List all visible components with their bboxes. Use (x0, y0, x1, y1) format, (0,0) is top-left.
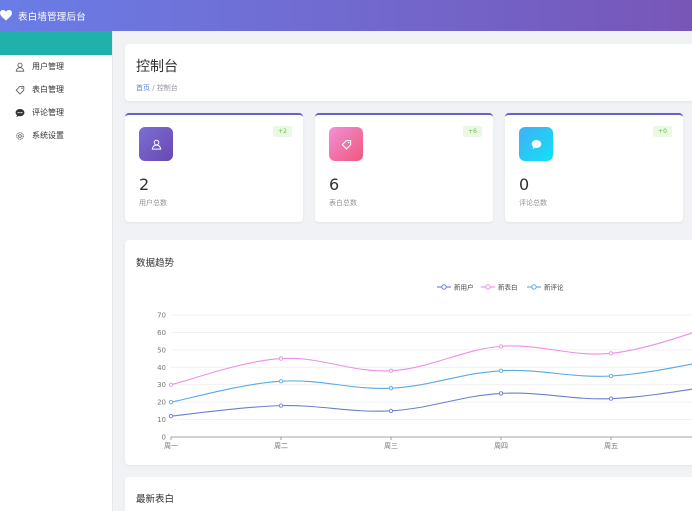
sidebar-item-label: 评论管理 (32, 108, 64, 117)
trend-chart: 010203040506070周一周二周三周四周五周六新用户新表白新评论 (157, 283, 692, 450)
series-line (170, 388, 692, 417)
stat-label: 表白总数 (329, 199, 357, 207)
chat-icon (15, 108, 25, 118)
data-point (608, 351, 614, 356)
sidebar-item-dashboard[interactable] (0, 31, 112, 55)
stat-value: 0 (519, 175, 530, 194)
stat-value: 2 (139, 175, 150, 194)
legend-swatch-marker (441, 284, 447, 290)
page-title: 控制台 (136, 59, 178, 75)
x-tick-label: 周三 (384, 442, 398, 450)
sidebar-item-label: 表白管理 (32, 85, 64, 94)
y-tick-label: 10 (157, 416, 166, 424)
stat-label: 用户总数 (139, 199, 167, 207)
data-point (388, 368, 394, 373)
latest-confessions-card: 最新表白 (125, 477, 692, 511)
x-tick-label: 周五 (604, 442, 618, 450)
series-line (170, 332, 692, 386)
breadcrumb: 首页 / 控制台 (136, 83, 692, 93)
data-point (278, 403, 284, 408)
app-title: 表白墙管理后台 (18, 11, 86, 23)
stat-value: 6 (329, 175, 340, 194)
sidebar-item-label: 用户管理 (32, 62, 64, 71)
data-point (168, 382, 174, 387)
data-point (498, 368, 504, 373)
data-point (168, 413, 174, 419)
user-icon (151, 135, 162, 154)
legend-swatch-marker (485, 284, 491, 290)
sidebar-item-users[interactable]: 用户管理 (0, 55, 112, 78)
y-tick-label: 0 (162, 434, 166, 442)
series-line (170, 363, 692, 403)
stat-tile-comments (519, 127, 553, 161)
breadcrumb-separator: / (150, 84, 157, 92)
stat-card-confessions: +6 6 表白总数 (315, 113, 493, 222)
data-point (388, 408, 394, 414)
tag-icon (15, 85, 25, 95)
data-point (498, 344, 504, 349)
stat-badge: +0 (653, 126, 672, 137)
heart-icon (0, 10, 12, 22)
x-tick-label: 周二 (274, 442, 288, 450)
breadcrumb-home-link[interactable]: 首页 (136, 84, 150, 92)
user-icon (15, 62, 25, 72)
y-tick-label: 70 (157, 312, 166, 320)
data-point (388, 386, 394, 391)
y-tick-label: 40 (157, 364, 166, 372)
page-header: 控制台 首页 / 控制台 (125, 44, 692, 101)
data-point (608, 396, 614, 401)
data-point (608, 373, 614, 379)
data-point (168, 399, 174, 405)
chart-title: 数据趋势 (136, 258, 175, 269)
data-point (278, 379, 284, 384)
sidebar-item-confessions[interactable]: 表白管理 (0, 78, 112, 101)
y-tick-label: 60 (157, 329, 166, 337)
stat-label: 评论总数 (519, 199, 547, 207)
latest-title: 最新表白 (136, 494, 175, 505)
x-tick-label: 周一 (164, 442, 178, 450)
x-tick-label: 周四 (494, 442, 508, 450)
breadcrumb-current: 控制台 (156, 84, 178, 92)
chat-icon (531, 135, 542, 154)
sidebar: 用户管理 表白管理 评论管理 系统设置 (0, 31, 113, 511)
sidebar-item-comments[interactable]: 评论管理 (0, 101, 112, 124)
stat-badge: +2 (273, 126, 292, 137)
legend-label: 新评论 (544, 283, 564, 292)
gear-icon (15, 131, 25, 141)
data-point (278, 356, 284, 361)
sidebar-item-label: 系统设置 (32, 131, 64, 140)
y-tick-label: 30 (157, 381, 166, 389)
y-tick-label: 20 (157, 399, 166, 407)
trend-chart-card: 数据趋势 010203040506070周一周二周三周四周五周六新用户新表白新评… (125, 240, 692, 465)
stat-badge: +6 (463, 126, 482, 137)
tag-icon (341, 135, 352, 154)
legend-label: 新用户 (454, 283, 474, 292)
legend-swatch-marker (531, 284, 537, 290)
legend-label: 新表白 (498, 283, 518, 292)
sidebar-item-settings[interactable]: 系统设置 (0, 124, 112, 147)
top-bar: 表白墙管理后台 (0, 0, 692, 31)
data-point (498, 391, 504, 396)
stat-tile-users (139, 127, 173, 161)
stat-card-users: +2 2 用户总数 (125, 113, 303, 222)
y-tick-label: 50 (157, 346, 166, 354)
stat-card-comments: +0 0 评论总数 (505, 113, 683, 222)
stat-tile-confessions (329, 127, 363, 161)
